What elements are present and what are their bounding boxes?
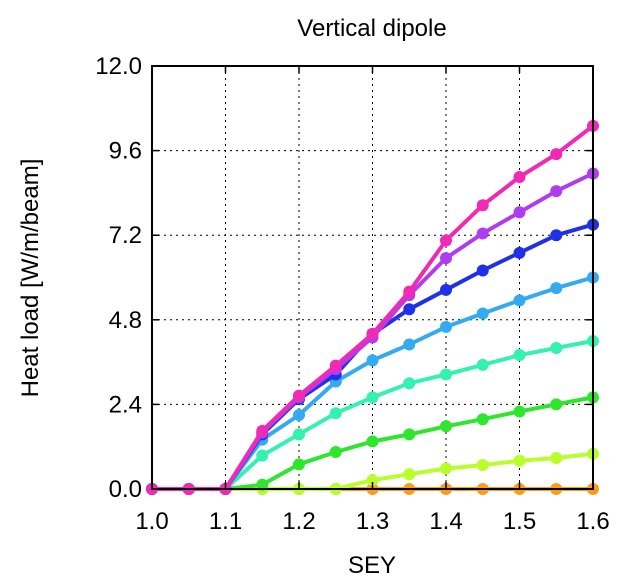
data-point [366,327,379,340]
data-point [366,474,379,487]
data-point [550,398,563,411]
data-point [329,407,342,420]
data-point [550,282,563,295]
x-tick-label: 1.0 [135,508,168,535]
data-point [403,338,416,351]
data-point [366,391,379,404]
data-point [256,424,269,437]
data-point [550,185,563,198]
data-point [403,428,416,441]
data-point [440,283,452,296]
data-point [256,449,269,462]
x-tick-label: 1.2 [282,508,315,535]
data-point [476,227,489,240]
data-point [513,405,526,418]
grid [152,66,593,489]
y-tick-label: 9.6 [109,138,142,165]
data-point [513,294,526,307]
data-point [293,389,305,402]
data-point [403,285,416,298]
x-tick-label: 1.4 [429,508,462,535]
ticks: 1.0 1.1 1.2 1.3 1.4 1.5 1.6 0.0 2.4 4.8 7.2 9.6 12.0 [95,53,609,535]
data-point [550,342,563,354]
y-tick-label: 7.2 [109,222,142,249]
data-point [256,478,269,491]
x-tick-label: 1.6 [576,508,609,535]
data-point [476,358,489,371]
data-point [513,246,526,259]
data-point [476,307,489,320]
data-point [403,468,416,481]
x-tick-label: 1.1 [209,508,242,535]
data-point [403,377,416,390]
data-point [403,303,416,316]
data-point [550,148,563,161]
data-point [550,229,563,242]
data-point [513,206,526,219]
data-point [513,171,526,184]
data-point [440,320,452,333]
x-tick-label: 1.3 [356,508,389,535]
y-tick-label: 2.4 [109,391,142,418]
data-point [440,234,452,247]
x-axis-label: SEY [348,552,396,579]
data-point [476,413,489,426]
data-point [329,445,342,458]
data-point [366,435,379,448]
data-point [293,408,305,421]
chart-title: Vertical dipole [297,15,446,42]
data-point [293,458,305,471]
data-point [550,451,563,464]
y-axis-label: Heat load [W/m/beam] [17,159,44,398]
data-point [440,462,452,475]
data-point [476,264,489,277]
data-point [513,349,526,362]
y-tick-label: 0.0 [109,476,142,503]
y-tick-label: 4.8 [109,307,142,334]
x-tick-label: 1.5 [503,508,536,535]
y-tick-label: 12.0 [95,53,142,80]
data-point [513,454,526,467]
data-point [293,428,305,441]
data-point [476,459,489,472]
data-point [329,359,342,372]
data-point [476,199,489,212]
data-point [440,252,452,265]
data-point [440,420,452,433]
data-point [366,354,379,367]
data-point [440,368,452,381]
